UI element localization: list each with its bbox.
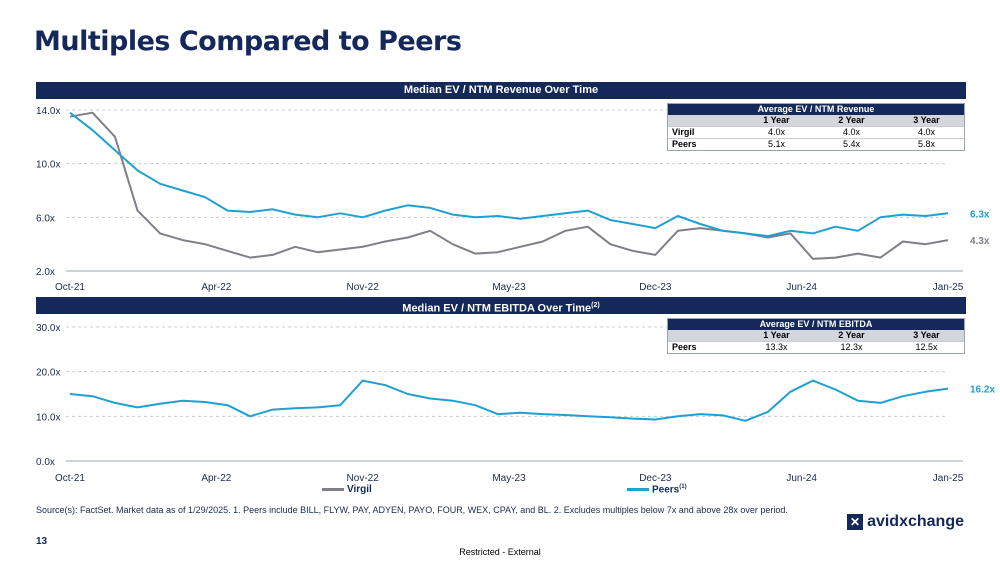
table-cell: 5.4x — [813, 138, 889, 150]
ebitda-series-peers — [69, 379, 949, 422]
ebitda-table-col — [668, 330, 739, 342]
revenue-end-label-peers: 6.3x — [970, 209, 990, 220]
table-cell: Virgil — [668, 126, 739, 139]
ebitda-x-tick-label: Jan-25 — [933, 473, 964, 484]
revenue-y-tick-label: 2.0x — [36, 267, 55, 278]
revenue-y-tick-label: 10.0x — [36, 160, 60, 171]
ebitda-chart: 0.0x 10.0x 20.0x 30.0x Oct-21 Apr-22 Nov-22 May… — [36, 323, 995, 484]
revenue-chart-title: Median EV / NTM Revenue Over Time — [403, 84, 599, 96]
page-title: Multiples Compared to Peers — [34, 26, 462, 57]
revenue-x-tick-label: Nov-22 — [347, 282, 380, 293]
revenue-table-col: 1 Year — [738, 115, 814, 127]
revenue-table-col: 2 Year — [813, 115, 889, 127]
legend-peers-label: Peers — [652, 484, 680, 496]
legend-peers: Peers(1) — [627, 484, 687, 495]
table-cell: 13.3x — [738, 341, 814, 353]
table-cell: 4.0x — [738, 126, 814, 139]
table-cell: Peers — [668, 341, 739, 353]
table-cell: 5.8x — [888, 138, 964, 150]
revenue-chart: 2.0x 6.0x 10.0x 14.0x Oct-21 Apr-22 Nov-22 May-… — [36, 106, 990, 293]
revenue-x-tick-label: May-23 — [492, 282, 526, 293]
ebitda-x-tick-label: Jun-24 — [786, 473, 817, 484]
logo-text: avidxchange — [867, 513, 964, 530]
revenue-table-title: Average EV / NTM Revenue — [668, 104, 964, 115]
ebitda-chart-title-band: Median EV / NTM EBITDA Over Time(2) — [36, 297, 966, 315]
classification-footer: Restricted - External — [459, 547, 541, 557]
ebitda-end-label-peers: 16.2x — [970, 385, 995, 396]
ebitda-y-tick-label: 0.0x — [36, 457, 55, 468]
ebitda-average-table: Average EV / NTM EBITDA 1 Year 2 Year 3 … — [667, 318, 965, 354]
revenue-x-tick-label: Jun-24 — [786, 282, 817, 293]
table-cell: 4.0x — [888, 126, 964, 139]
company-logo: ✕ avidxchange — [847, 513, 964, 531]
ebitda-title-footnote: (2) — [591, 302, 600, 309]
table-cell: 5.1x — [738, 138, 814, 150]
revenue-x-tick-label: Oct-21 — [55, 282, 85, 293]
revenue-series-virgil — [69, 111, 949, 260]
ebitda-y-tick-label: 10.0x — [36, 412, 60, 423]
legend-virgil: Virgil — [322, 484, 372, 495]
legend-peers-footnote: (1) — [679, 484, 687, 490]
revenue-x-tick-label: Jan-25 — [933, 282, 964, 293]
revenue-series-peers — [69, 111, 949, 238]
ebitda-y-tick-label: 30.0x — [36, 323, 60, 334]
ebitda-table-title: Average EV / NTM EBITDA — [668, 319, 964, 330]
ebitda-x-tick-label: Apr-22 — [201, 473, 231, 484]
revenue-end-label-virgil: 4.3x — [970, 236, 990, 247]
revenue-table-col: 3 Year — [888, 115, 964, 127]
table-cell: 12.3x — [813, 341, 889, 353]
ebitda-chart-title: Median EV / NTM EBITDA Over Time — [402, 302, 592, 315]
revenue-x-tick-label: Apr-22 — [201, 282, 231, 293]
legend-peers-swatch — [627, 488, 649, 492]
ebitda-table-col: 2 Year — [813, 330, 889, 342]
source-note: Source(s): FactSet. Market data as of 1/… — [36, 505, 788, 515]
page-number: 13 — [36, 536, 48, 547]
ebitda-x-tick-label: Nov-22 — [347, 473, 380, 484]
legend-virgil-swatch — [322, 487, 344, 491]
table-row: Peers 13.3x 12.3x 12.5x — [668, 341, 964, 353]
revenue-average-table: Average EV / NTM Revenue 1 Year 2 Year 3… — [667, 103, 965, 151]
table-row: Peers 5.1x 5.4x 5.8x — [668, 138, 964, 150]
ebitda-table-col: 1 Year — [738, 330, 814, 342]
table-cell: 12.5x — [888, 341, 964, 353]
revenue-chart-title-band: Median EV / NTM Revenue Over Time — [36, 82, 966, 99]
legend-virgil-label: Virgil — [347, 484, 372, 495]
table-cell: Peers — [668, 138, 739, 150]
table-cell: 4.0x — [813, 126, 889, 139]
revenue-x-tick-label: Dec-23 — [639, 282, 672, 293]
revenue-y-tick-label: 6.0x — [36, 213, 55, 224]
revenue-y-tick-label: 14.0x — [36, 106, 60, 117]
ebitda-x-tick-label: May-23 — [492, 473, 526, 484]
ebitda-table-col: 3 Year — [888, 330, 964, 342]
ebitda-x-tick-label: Dec-23 — [639, 473, 672, 484]
ebitda-y-tick-label: 20.0x — [36, 368, 60, 379]
table-row: Virgil 4.0x 4.0x 4.0x — [668, 126, 964, 139]
ebitda-x-tick-label: Oct-21 — [55, 473, 85, 484]
logo-x-icon: ✕ — [847, 514, 864, 530]
revenue-table-col — [668, 115, 739, 127]
